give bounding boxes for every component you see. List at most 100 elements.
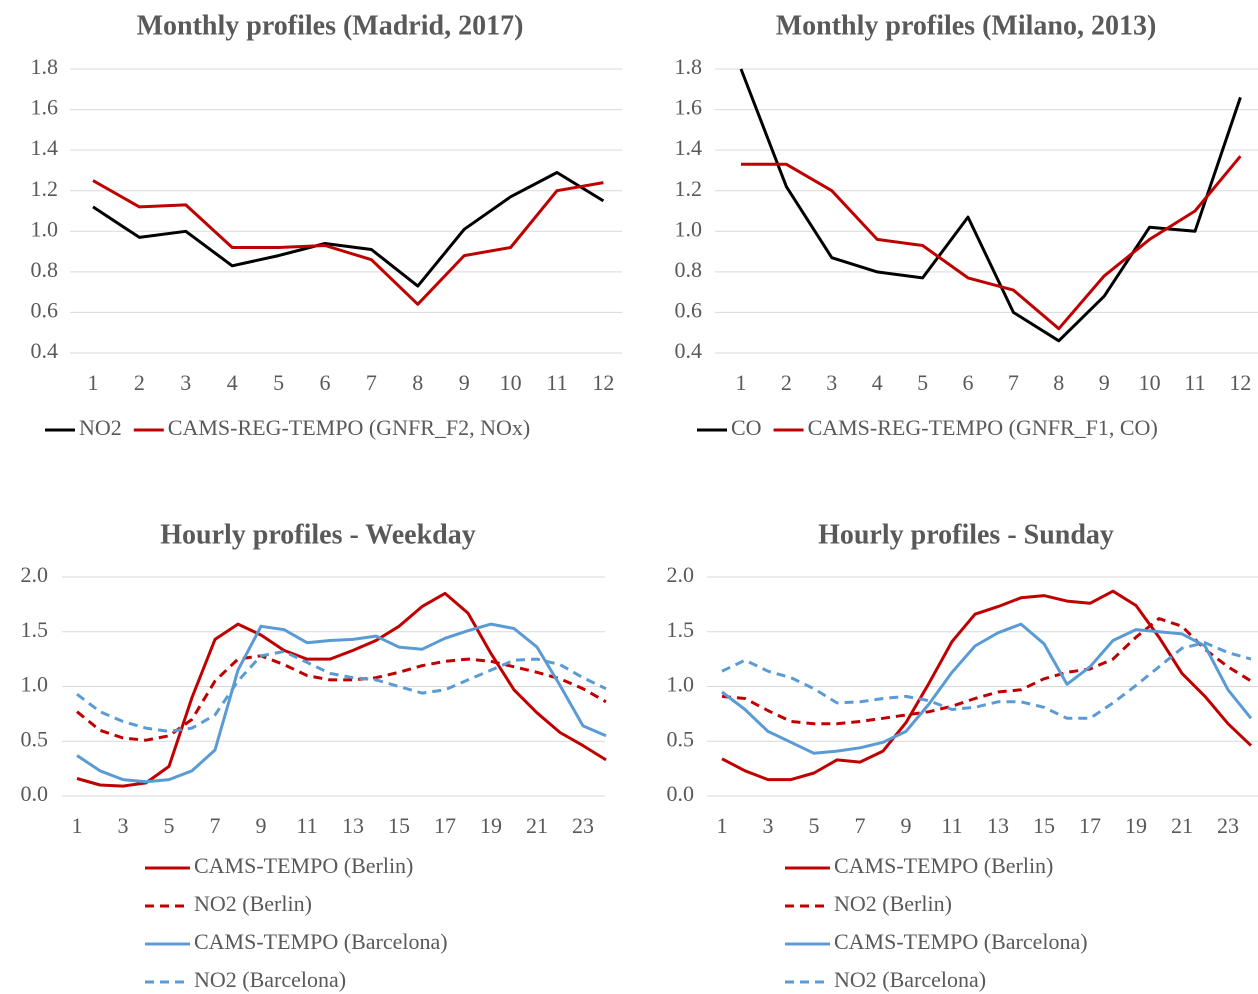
x-tick-label: 10	[1139, 370, 1161, 395]
x-tick-label: 10	[500, 370, 522, 395]
legend-label: CAMS-TEMPO (Barcelona)	[194, 929, 448, 954]
x-tick-label: 5	[164, 813, 175, 838]
x-tick-label: 1	[72, 813, 83, 838]
legend-label: NO2 (Berlin)	[194, 891, 312, 916]
legend-label: CAMS-TEMPO (Barcelona)	[834, 929, 1088, 954]
y-tick-label: 0.8	[31, 257, 59, 282]
x-tick-label: 9	[256, 813, 267, 838]
x-tick-label: 3	[826, 370, 837, 395]
x-tick-label: 1	[88, 370, 99, 395]
x-tick-label: 4	[872, 370, 883, 395]
x-tick-label: 7	[210, 813, 221, 838]
x-tick-label: 9	[459, 370, 470, 395]
x-tick-label: 5	[273, 370, 284, 395]
x-tick-label: 17	[1079, 813, 1101, 838]
y-tick-label: 1.4	[675, 135, 703, 160]
legend-label: NO2 (Barcelona)	[834, 967, 986, 992]
x-tick-label: 13	[342, 813, 364, 838]
x-tick-label: 8	[1053, 370, 1064, 395]
series-line	[721, 622, 1253, 755]
x-tick-label: 17	[434, 813, 456, 838]
y-tick-label: 0.6	[31, 297, 59, 322]
y-tick-label: 1.0	[667, 672, 695, 697]
x-tick-label: 8	[412, 370, 423, 395]
legend-label: NO2 (Berlin)	[834, 891, 952, 916]
series-line	[721, 589, 1253, 782]
legend-label: CAMS-REG-TEMPO (GNFR_F1, CO)	[808, 415, 1158, 440]
chart-title: Hourly profiles - Sunday	[818, 519, 1114, 550]
series-line	[76, 654, 607, 742]
x-tick-label: 13	[987, 813, 1009, 838]
chart-title: Hourly profiles - Weekday	[160, 519, 476, 550]
chart-title: Monthly profiles (Madrid, 2017)	[137, 10, 524, 41]
x-tick-label: 7	[366, 370, 377, 395]
y-tick-label: 1.2	[675, 176, 703, 201]
x-tick-label: 7	[855, 813, 866, 838]
y-tick-label: 0.0	[21, 781, 49, 806]
x-tick-label: 11	[1184, 370, 1205, 395]
x-tick-label: 5	[809, 813, 820, 838]
y-tick-label: 0.4	[675, 338, 703, 363]
chart-title: Monthly profiles (Milano, 2013)	[776, 10, 1157, 41]
x-tick-label: 12	[592, 370, 614, 395]
y-tick-label: 1.0	[21, 672, 49, 697]
x-tick-label: 15	[388, 813, 410, 838]
y-tick-label: 0.8	[675, 257, 703, 282]
x-tick-label: 7	[1008, 370, 1019, 395]
x-tick-label: 19	[480, 813, 502, 838]
y-tick-label: 1.6	[31, 95, 59, 120]
y-tick-label: 2.0	[21, 562, 49, 587]
x-tick-label: 5	[917, 370, 928, 395]
series-line	[739, 68, 1242, 343]
y-tick-label: 1.8	[675, 54, 703, 79]
series-line	[721, 641, 1252, 720]
series-line	[76, 650, 607, 733]
series-line	[741, 155, 1242, 331]
x-tick-label: 21	[1171, 813, 1193, 838]
y-tick-label: 0.6	[675, 297, 703, 322]
y-tick-label: 1.0	[31, 216, 59, 241]
y-tick-label: 1.5	[667, 617, 695, 642]
legend-label: CAMS-TEMPO (Berlin)	[194, 853, 413, 878]
x-tick-label: 15	[1033, 813, 1055, 838]
series-line	[92, 171, 605, 288]
x-tick-label: 23	[572, 813, 594, 838]
y-tick-label: 0.5	[21, 726, 49, 751]
y-tick-label: 2.0	[667, 562, 695, 587]
legend-label: NO2 (Barcelona)	[194, 967, 346, 992]
y-tick-label: 1.4	[31, 135, 59, 160]
y-tick-label: 1.6	[675, 95, 703, 120]
x-tick-label: 3	[763, 813, 774, 838]
legend-label: CAMS-REG-TEMPO (GNFR_F2, NOx)	[168, 415, 530, 440]
x-tick-label: 21	[526, 813, 548, 838]
series-line	[721, 617, 1252, 726]
x-tick-label: 3	[180, 370, 191, 395]
x-tick-label: 11	[546, 370, 567, 395]
x-tick-label: 6	[963, 370, 974, 395]
x-tick-label: 6	[320, 370, 331, 395]
x-tick-label: 12	[1229, 370, 1251, 395]
y-tick-label: 1.0	[675, 216, 703, 241]
y-tick-label: 1.8	[31, 54, 59, 79]
x-tick-label: 2	[781, 370, 792, 395]
legend-label: CAMS-TEMPO (Berlin)	[834, 853, 1053, 878]
x-tick-label: 2	[134, 370, 145, 395]
x-tick-label: 23	[1217, 813, 1239, 838]
legend-label: CO	[731, 415, 762, 440]
x-tick-label: 19	[1125, 813, 1147, 838]
y-tick-label: 1.2	[31, 176, 59, 201]
series-line	[76, 591, 607, 788]
series-line	[92, 179, 604, 306]
x-tick-label: 9	[1099, 370, 1110, 395]
x-tick-label: 11	[296, 813, 317, 838]
y-tick-label: 0.5	[667, 726, 695, 751]
x-tick-label: 11	[941, 813, 962, 838]
y-tick-label: 1.5	[21, 617, 49, 642]
legend-label: NO2	[79, 415, 122, 440]
y-tick-label: 0.0	[667, 781, 695, 806]
series-line	[76, 622, 607, 784]
x-tick-label: 1	[736, 370, 747, 395]
x-tick-label: 4	[227, 370, 238, 395]
x-tick-label: 1	[717, 813, 728, 838]
